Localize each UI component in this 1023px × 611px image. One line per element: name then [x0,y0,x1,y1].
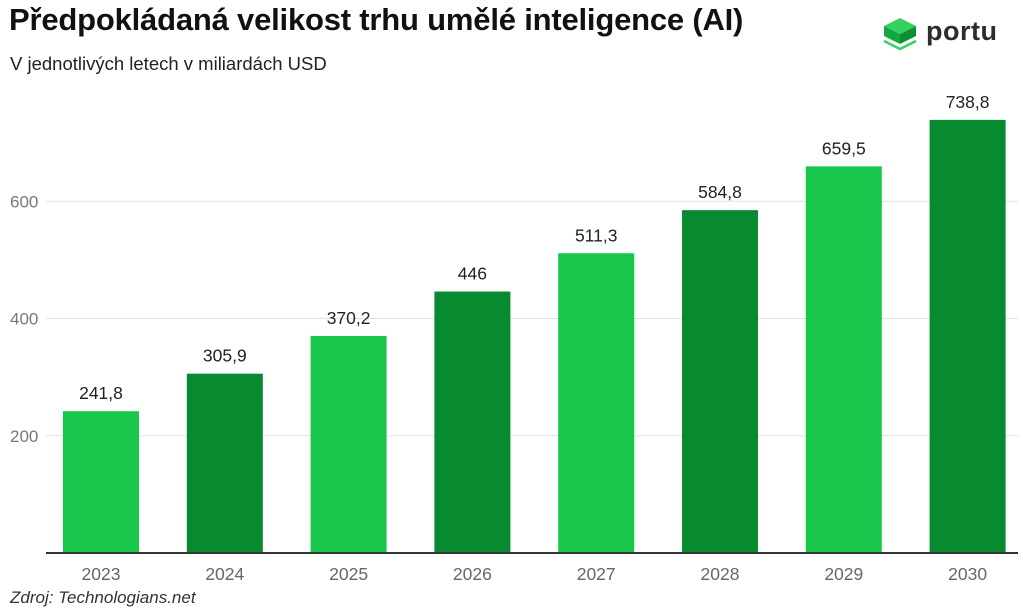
data-label: 446 [458,264,487,284]
x-tick-label: 2029 [824,564,863,584]
bar [929,119,1006,553]
y-tick-label: 400 [10,310,38,329]
x-tick-label: 2027 [577,564,616,584]
bar [434,291,511,553]
data-label: 305,9 [203,346,247,366]
y-tick-label: 600 [10,192,38,211]
bar [805,166,882,554]
chart-subtitle: V jednotlivých letech v miliardách USD [10,53,327,74]
y-tick-label: 200 [10,427,38,446]
data-label: 738,8 [946,92,990,112]
data-label: 659,5 [822,138,866,158]
x-tick-label: 2026 [453,564,492,584]
data-label: 511,3 [575,225,618,245]
portu-logo: portu [880,14,1005,58]
bar [186,373,263,553]
brand-name: portu [926,16,998,46]
chart-title: Předpokládaná velikost trhu umělé inteli… [9,2,744,37]
data-label: 370,2 [327,308,371,328]
bar [63,411,139,553]
x-tick-label: 2024 [205,564,244,584]
bar [682,210,758,553]
bar [558,253,635,554]
x-tick-label: 2025 [329,564,368,584]
bar [310,335,387,553]
data-label: 584,8 [698,182,742,202]
source-note: Zdroj: Technologians.net [10,588,196,607]
x-tick-label: 2023 [82,564,121,584]
x-tick-label: 2030 [948,564,987,584]
data-label: 241,8 [79,383,123,403]
green-cube-logo-icon [883,18,917,51]
x-tick-label: 2028 [701,564,740,584]
